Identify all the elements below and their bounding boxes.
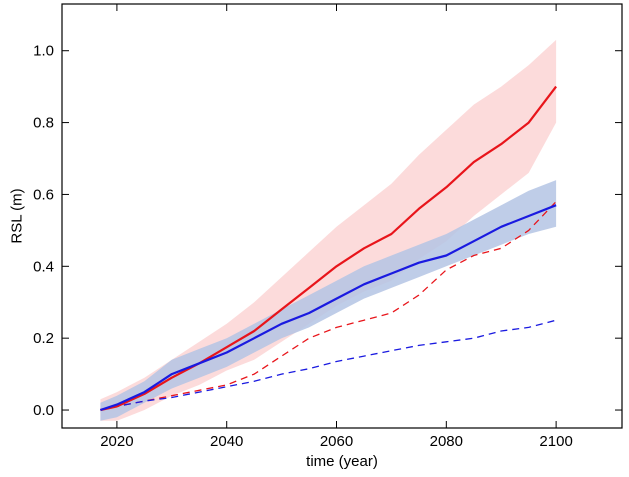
x-axis-label: time (year) xyxy=(306,453,378,470)
x-tick-label: 2080 xyxy=(430,433,463,450)
series-lines xyxy=(100,85,557,412)
x-tick-label: 2040 xyxy=(210,433,243,450)
uncertainty-bands xyxy=(100,39,557,421)
series-line-3 xyxy=(100,319,557,411)
y-axis-ticks: 0.0 0.2 0.4 0.6 0.8 1.0 xyxy=(33,43,622,419)
uncertainty-band-1 xyxy=(100,180,557,421)
x-tick-label: 2020 xyxy=(100,433,133,450)
series-line-0 xyxy=(100,85,557,412)
y-tick-label: 0.6 xyxy=(33,186,54,203)
y-tick-label: 1.0 xyxy=(33,43,54,60)
y-tick-label: 0.2 xyxy=(33,330,54,347)
uncertainty-band-0 xyxy=(100,39,557,421)
y-tick-label: 0.0 xyxy=(33,402,54,419)
plot-frame xyxy=(61,3,623,429)
series-line-1 xyxy=(100,204,557,412)
x-axis-ticks: 2020 2040 2060 2080 2100 xyxy=(100,4,573,450)
x-tick-label: 2060 xyxy=(320,433,353,450)
y-tick-label: 0.4 xyxy=(33,258,54,275)
y-tick-label: 0.8 xyxy=(33,115,54,132)
y-axis-label: RSL (m) xyxy=(8,188,25,243)
x-tick-label: 2100 xyxy=(539,433,572,450)
